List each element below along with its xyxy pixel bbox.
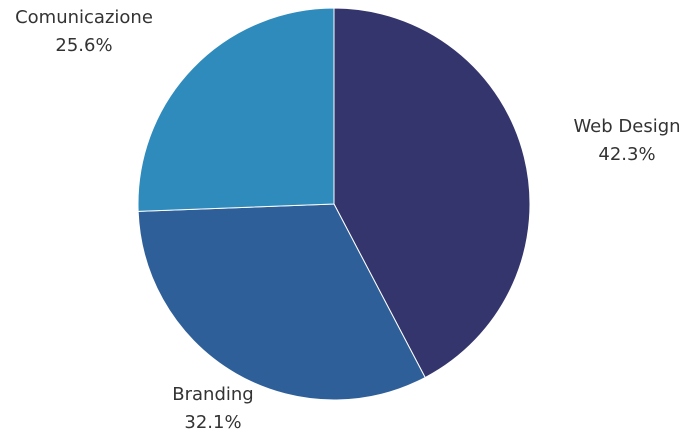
pie-slices <box>137 7 531 401</box>
pie-slice-web-design <box>333 7 531 379</box>
slice-value-comunicazione: 25.6% <box>55 35 112 56</box>
slice-label-comunicazione: Comunicazione <box>15 7 153 28</box>
slice-label-web-design: Web Design <box>573 116 680 137</box>
slice-value-branding: 32.1% <box>184 412 241 433</box>
pie-slice-branding <box>137 203 426 401</box>
pie-labels: Web Design 42.3% Branding 32.1% Comunicazion… <box>15 7 680 433</box>
slice-label-branding: Branding <box>172 384 253 405</box>
pie-slice-comunicazione <box>137 7 335 212</box>
slice-value-web-design: 42.3% <box>598 144 655 165</box>
